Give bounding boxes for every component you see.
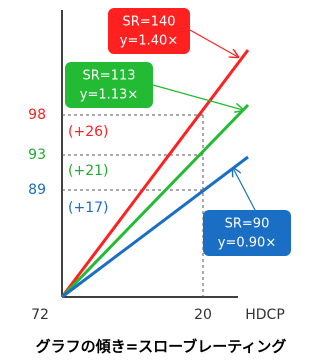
- origin-label: 72: [31, 307, 49, 323]
- level-value: 89: [28, 182, 46, 198]
- callout-text: SR=140: [123, 15, 176, 30]
- callout-text: y=1.13×: [80, 88, 138, 103]
- callout: SR=113 y=1.13×: [65, 62, 243, 110]
- level-gain: (+26): [68, 124, 108, 140]
- slope-line-green: [60, 103, 250, 299]
- x-axis-label: HDCP: [245, 307, 285, 323]
- guides: [62, 114, 204, 297]
- level-value: 98: [28, 107, 46, 123]
- slope-line-red: [60, 49, 250, 298]
- callout-text: y=1.40×: [120, 34, 178, 49]
- callout: SR=90 y=0.90×: [203, 168, 291, 256]
- callout-text: SR=90: [225, 217, 270, 232]
- caption: グラフの傾き=スローブレーティング: [36, 338, 287, 356]
- level-gain: (+21): [68, 163, 108, 179]
- callout: SR=140 y=1.40×: [108, 8, 238, 57]
- slope-line-blue: [61, 155, 249, 299]
- level-gain: (+17): [68, 200, 108, 216]
- level-value: 93: [28, 147, 46, 163]
- callout-text: y=0.90×: [218, 236, 276, 251]
- callout-text: SR=113: [83, 69, 136, 84]
- x-mark-label: 20: [194, 307, 212, 323]
